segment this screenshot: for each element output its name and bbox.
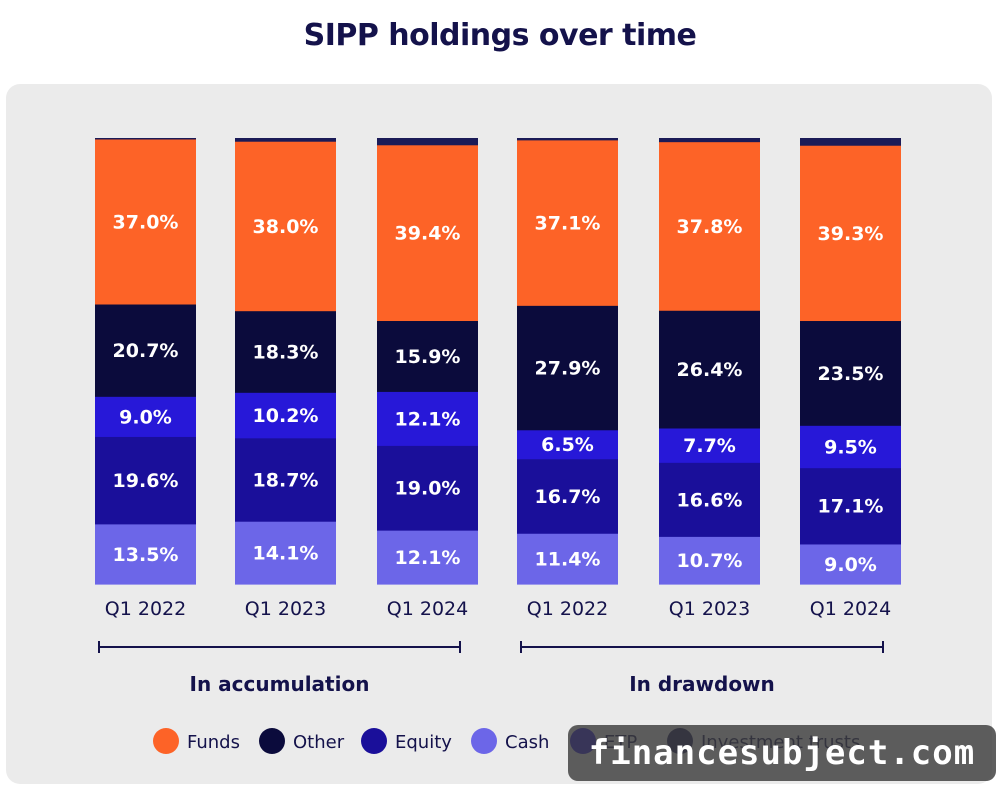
bar-segment-cash [659, 536, 760, 585]
data-label: 27.9% [535, 357, 601, 379]
bar-segment-equity [235, 437, 336, 522]
data-label: 17.1% [818, 496, 884, 518]
group-label: In drawdown [629, 672, 775, 696]
watermark: financesubject.com [568, 725, 996, 781]
data-label: 18.3% [253, 341, 319, 363]
bar-segment-funds [95, 138, 196, 305]
bar-segment-investment-trusts [235, 138, 336, 142]
data-label: 39.4% [395, 223, 461, 245]
data-label: 9.0% [119, 406, 172, 428]
bar-segment-etp [659, 427, 760, 463]
bar-segment-funds [800, 145, 901, 322]
data-label: 20.7% [113, 340, 179, 362]
bar-segment-funds [517, 139, 618, 306]
x-tick-label: Q1 2024 [387, 598, 468, 620]
bar-segment-cash [517, 533, 618, 585]
data-label: 11.4% [535, 549, 601, 571]
data-label: 16.6% [677, 489, 743, 511]
x-tick-label: Q1 2022 [527, 598, 608, 620]
bar-segment-etp [800, 425, 901, 469]
data-label: 12.1% [395, 408, 461, 430]
data-label: 12.1% [395, 547, 461, 569]
data-label: 37.0% [113, 211, 179, 233]
legend-swatch [259, 728, 285, 754]
x-tick-label: Q1 2024 [810, 598, 891, 620]
bar-segment-equity [800, 467, 901, 545]
data-label: 9.5% [824, 436, 877, 458]
data-label: 37.1% [535, 213, 601, 235]
bar-segment-equity [517, 458, 618, 534]
data-label: 15.9% [395, 346, 461, 368]
data-label: 37.8% [677, 216, 743, 238]
bar-segment-etp [95, 396, 196, 437]
bar-segment-other [235, 310, 336, 393]
data-label: 6.5% [541, 434, 594, 456]
x-tick-label: Q1 2023 [669, 598, 750, 620]
bar-segment-cash [95, 523, 196, 585]
x-tick-label: Q1 2023 [245, 598, 326, 620]
data-label: 38.0% [253, 216, 319, 238]
bar-segment-etp [377, 391, 478, 446]
bar-segment-cash [377, 530, 478, 585]
legend-label: Funds [187, 732, 240, 753]
bar-segment-investment-trusts [800, 138, 901, 146]
data-label: 19.6% [113, 470, 179, 492]
bar-segment-investment-trusts [95, 138, 196, 140]
bar-segment-other [517, 305, 618, 431]
bar-segment-other [377, 320, 478, 392]
bar-segment-other [800, 320, 901, 426]
bar-segment-cash [235, 521, 336, 585]
data-label: 23.5% [818, 363, 884, 385]
data-label: 26.4% [677, 359, 743, 381]
legend-swatch [153, 728, 179, 754]
bar-segment-investment-trusts [517, 138, 618, 141]
bar-segment-equity [377, 445, 478, 531]
bar-segment-equity [659, 462, 760, 537]
legend-swatch [471, 728, 497, 754]
bar-segment-funds [377, 144, 478, 322]
chart-title: SIPP holdings over time [303, 18, 697, 53]
data-label: 39.3% [818, 223, 884, 245]
data-label: 14.1% [253, 543, 319, 565]
bar-segment-cash [800, 543, 901, 585]
data-label: 18.7% [253, 469, 319, 491]
bar-segment-etp [517, 429, 618, 460]
legend-label: Other [293, 732, 345, 753]
bar-segment-other [659, 310, 760, 429]
data-label: 7.7% [683, 435, 736, 457]
bar-segment-funds [659, 141, 760, 311]
legend-label: Cash [505, 732, 549, 753]
bar-segment-investment-trusts [659, 138, 760, 143]
legend-label: Equity [395, 732, 452, 753]
legend-swatch [361, 728, 387, 754]
group-label: In accumulation [190, 672, 370, 696]
data-label: 19.0% [395, 478, 461, 500]
data-label: 16.7% [535, 486, 601, 508]
bar-segment-equity [95, 436, 196, 525]
bar-segment-investment-trusts [377, 138, 478, 146]
bar-segment-other [95, 303, 196, 397]
data-label: 9.0% [824, 554, 877, 576]
data-label: 13.5% [113, 544, 179, 566]
data-label: 10.2% [253, 405, 319, 427]
bar-segment-etp [235, 392, 336, 439]
x-tick-label: Q1 2022 [105, 598, 186, 620]
data-label: 10.7% [677, 550, 743, 572]
bar-segment-funds [235, 141, 336, 312]
